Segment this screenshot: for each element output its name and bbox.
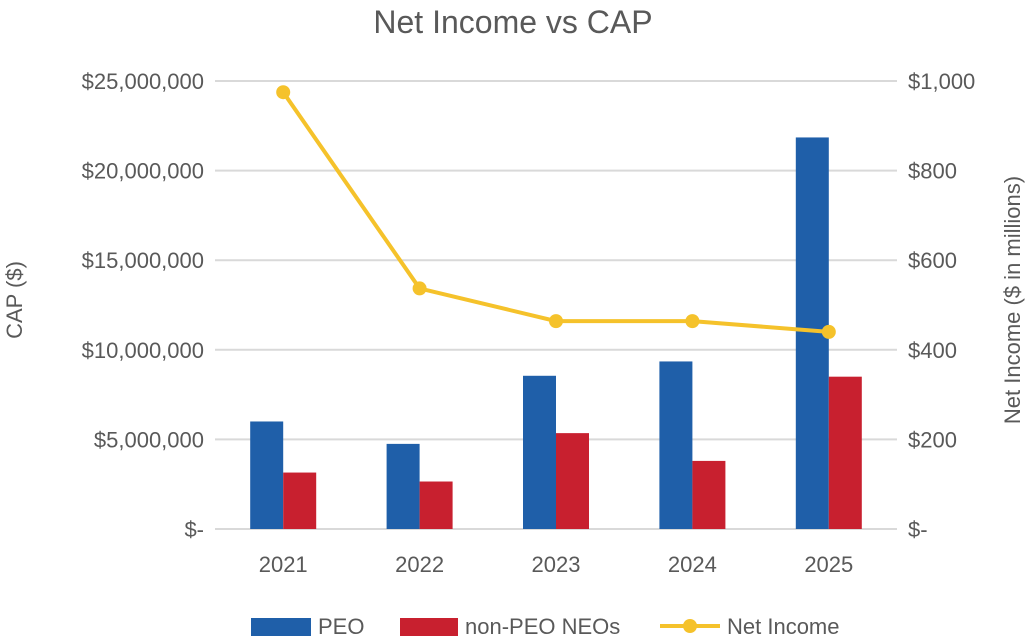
y2-tick-label: $800 [908, 159, 957, 184]
axis-ticks: $- $5,000,000 $10,000,000 $15,000,000 $20,00… [82, 69, 976, 577]
y2-tick-label: $- [908, 517, 928, 542]
y2-tick-label: $400 [908, 338, 957, 363]
bars [250, 137, 862, 529]
y2-tick-label: $1,000 [908, 69, 975, 94]
legend-label: Net Income [727, 614, 840, 639]
bar-non-peo-neos-2022 [419, 481, 453, 529]
y-tick-label: $10,000,000 [82, 338, 204, 363]
bar-peo-2021 [250, 421, 284, 529]
net-income-point-2022 [412, 281, 427, 296]
net-income-point-2025 [821, 324, 836, 339]
net-income-point-2021 [276, 85, 291, 100]
bar-non-peo-neos-2025 [828, 376, 862, 529]
legend-label: non-PEO NEOs [465, 614, 620, 639]
net-income-point-2024 [685, 314, 700, 329]
y-tick-label: $25,000,000 [82, 69, 204, 94]
net-income-line [281, 91, 829, 334]
bar-peo-2024 [659, 361, 693, 529]
legend-swatch-net-income-marker [683, 619, 697, 633]
net-income-line-series [276, 85, 836, 339]
x-tick-label: 2025 [804, 552, 853, 577]
y-tick-label: $5,000,000 [94, 427, 204, 452]
y-tick-label: $20,000,000 [82, 159, 204, 184]
net-income-point-2023 [549, 314, 563, 329]
bar-peo-2023 [523, 375, 556, 529]
legend-swatch-non-peo-neos [400, 618, 458, 636]
x-tick-label: 2023 [532, 552, 581, 577]
y2-axis-label: Net Income ($ in millions) [1000, 176, 1025, 424]
gridlines [215, 80, 897, 530]
x-tick-label: 2024 [668, 552, 717, 577]
x-tick-label: 2021 [259, 552, 308, 577]
chart-title: Net Income vs CAP [373, 4, 652, 40]
y-axis-label: CAP ($) [2, 261, 27, 339]
legend-swatch-peo [251, 618, 311, 636]
y2-tick-label: $600 [908, 248, 957, 273]
y2-tick-label: $200 [908, 427, 957, 452]
x-tick-label: 2022 [395, 552, 444, 577]
legend-label: PEO [318, 614, 364, 639]
bar-non-peo-neos-2024 [692, 460, 726, 529]
bar-non-peo-neos-2023 [556, 433, 589, 529]
y-tick-label: $15,000,000 [82, 248, 204, 273]
bar-non-peo-neos-2021 [283, 472, 317, 529]
legend: PEO non-PEO NEOs Net Income [251, 614, 840, 639]
bar-peo-2022 [386, 443, 420, 529]
y-tick-label: $- [184, 517, 204, 542]
